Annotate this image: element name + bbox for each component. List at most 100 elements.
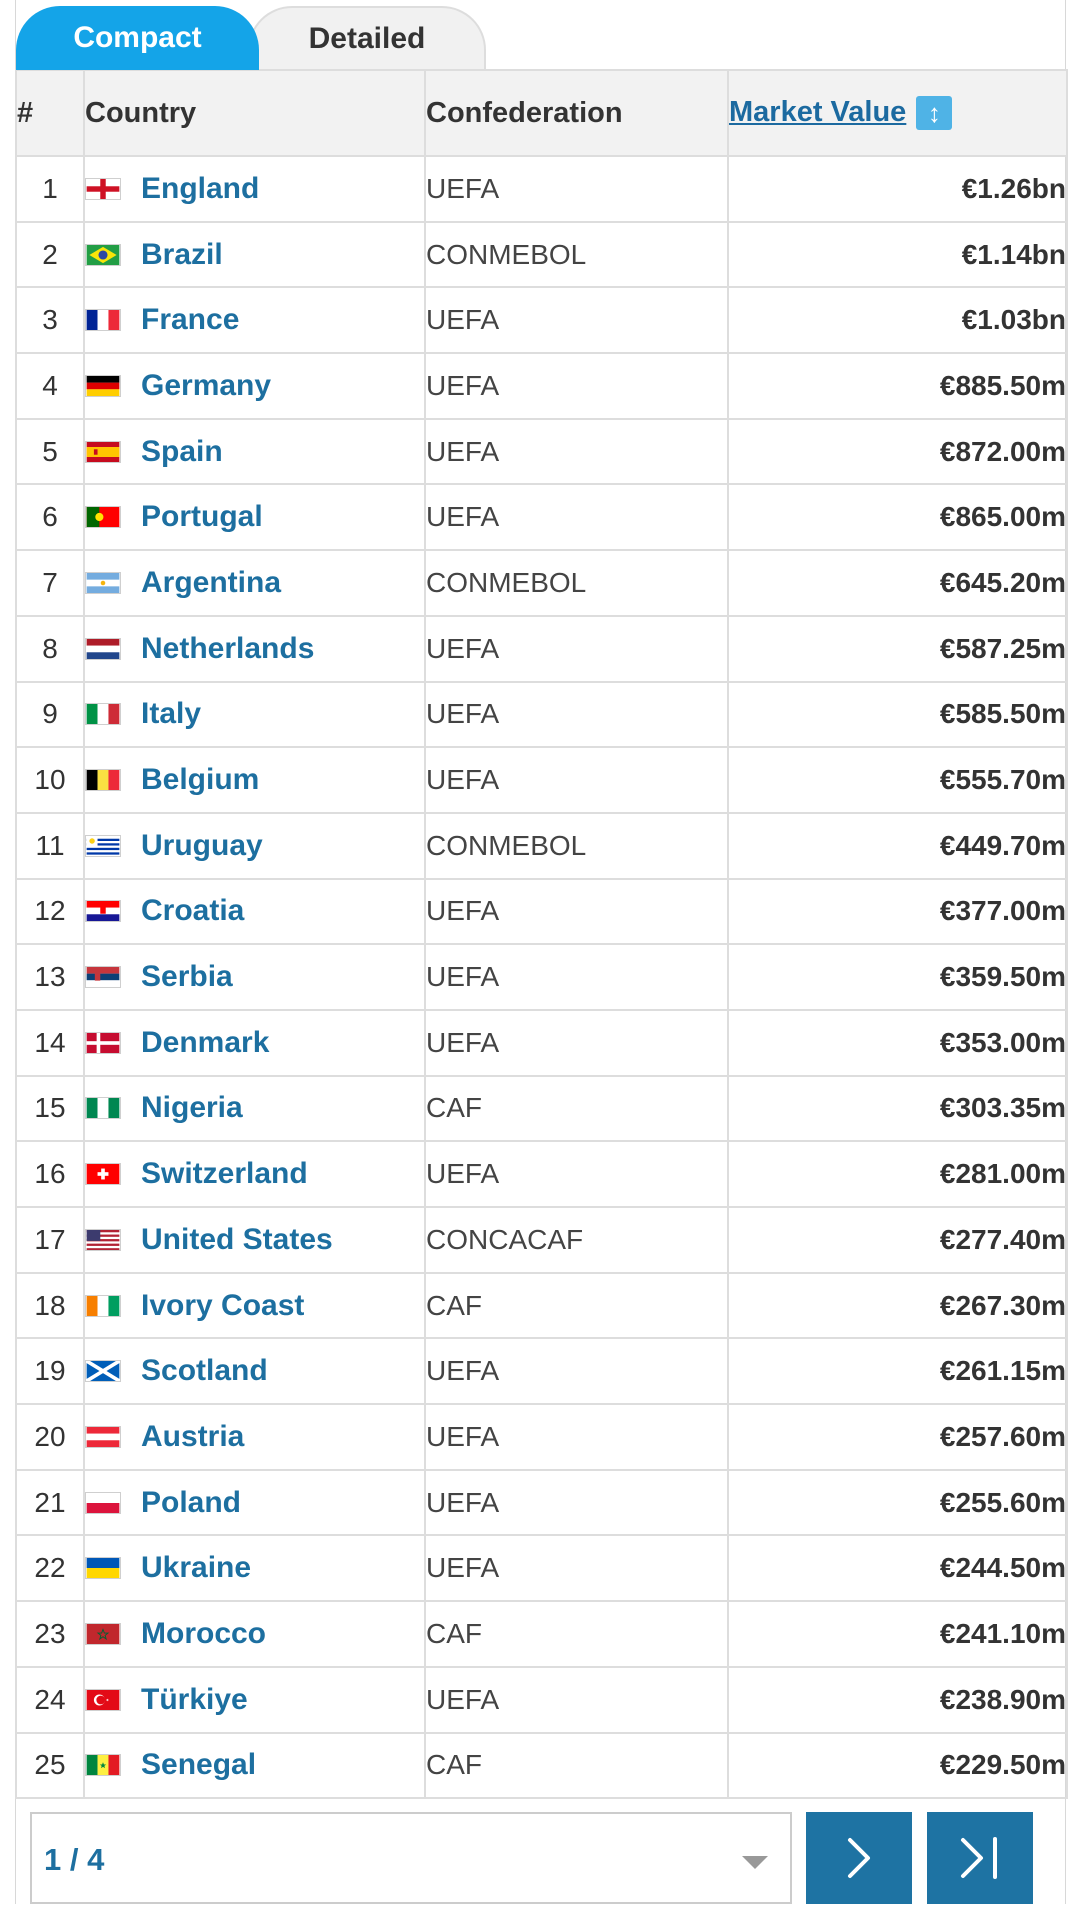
sort-icon[interactable]: ↕ [916,96,953,131]
confederation-cell: CAF [424,1731,729,1800]
last-page-button[interactable] [927,1812,1033,1904]
table-row: 16 Switzerland UEFA €281.00m [15,1140,1068,1208]
country-cell: United States [83,1206,426,1274]
germany-flag-icon [85,374,121,397]
confederation-cell: UEFA [424,1140,729,1208]
country-link[interactable]: Italy [141,697,202,731]
country-cell: Senegal [83,1731,426,1800]
country-link[interactable]: Morocco [141,1616,267,1650]
market-value-header: Market Value ↕ [727,69,1068,157]
confederation-cell: UEFA [424,614,729,683]
country-link[interactable]: Belgium [141,763,260,797]
country-cell: Belgium [83,746,426,814]
country-link[interactable]: Scotland [141,1354,268,1388]
market-value-cell: €587.25m [727,614,1068,683]
country-cell: France [83,286,426,355]
tab-compact[interactable]: Compact [16,6,259,70]
country-link[interactable]: Netherlands [141,631,315,665]
table-row: 3 France UEFA €1.03bn [15,286,1068,355]
market-value-cell: €645.20m [727,549,1068,617]
argentina-flag-icon [85,571,121,594]
country-link[interactable]: Senegal [141,1748,257,1782]
rank-cell: 3 [15,286,85,355]
table-row: 4 Germany UEFA €885.50m [15,352,1068,420]
country-link[interactable]: United States [141,1222,333,1256]
country-link[interactable]: Germany [141,368,272,402]
confederation-cell: CONCACAF [424,1206,729,1274]
rank-cell: 4 [15,352,85,420]
country-link[interactable]: Croatia [141,894,245,928]
market-value-cell: €303.35m [727,1074,1068,1143]
market-value-cell: €229.50m [727,1731,1068,1800]
country-cell: Uruguay [83,811,426,880]
rank-cell: 9 [15,680,85,749]
market-value-cell: €353.00m [727,1008,1068,1077]
country-link[interactable]: Nigeria [141,1091,243,1125]
country-link[interactable]: Portugal [141,500,263,534]
rank-cell: 7 [15,549,85,617]
rank-cell: 19 [15,1337,85,1406]
market-value-table: # Country Confederation Market Value ↕ 1 E… [15,69,1068,1800]
market-value-cell: €241.10m [727,1600,1068,1668]
confederation-header: Confederation [424,69,729,157]
country-link[interactable]: Ukraine [141,1551,252,1585]
country-link[interactable]: Austria [141,1419,245,1453]
market-value-sort-link[interactable]: Market Value [729,95,907,128]
confederation-cell: UEFA [424,1337,729,1406]
tab-detailed[interactable]: Detailed [248,6,486,70]
market-value-cell: €277.40m [727,1206,1068,1274]
table-row: 2 Brazil CONMEBOL €1.14bn [15,220,1068,289]
next-page-button[interactable] [806,1812,912,1904]
country-cell: Poland [83,1468,426,1537]
country-link[interactable]: Türkiye [141,1682,248,1716]
table-row: 18 Ivory Coast CAF €267.30m [15,1271,1068,1340]
view-tabs: Detailed Compact [16,6,1066,70]
france-flag-icon [85,309,121,332]
country-link[interactable]: Poland [141,1485,242,1519]
uruguay-flag-icon [85,834,121,857]
table-row: 25 Senegal CAF €229.50m [15,1731,1068,1800]
country-cell: Scotland [83,1337,426,1406]
rank-cell: 5 [15,417,85,486]
austria-flag-icon [85,1425,121,1448]
table-row: 5 Spain UEFA €872.00m [15,417,1068,486]
rank-cell: 17 [15,1206,85,1274]
nigeria-flag-icon [85,1097,121,1120]
country-link[interactable]: Denmark [141,1025,270,1059]
caret-down-icon [742,1856,768,1869]
table-row: 21 Poland UEFA €255.60m [15,1468,1068,1537]
rank-cell: 2 [15,220,85,289]
market-value-cell: €555.70m [727,746,1068,814]
country-link[interactable]: Argentina [141,565,282,599]
usa-flag-icon [85,1228,121,1251]
page-select[interactable]: 1 / 4 [30,1812,792,1904]
country-link[interactable]: Uruguay [141,828,263,862]
table-row: 13 Serbia UEFA €359.50m [15,943,1068,1011]
croatia-flag-icon [85,900,121,923]
table-row: 8 Netherlands UEFA €587.25m [15,614,1068,683]
market-value-cell: €449.70m [727,811,1068,880]
pagination: 1 / 4 [30,1812,1050,1904]
country-cell: Ivory Coast [83,1271,426,1340]
confederation-cell: UEFA [424,1403,729,1471]
ukraine-flag-icon [85,1557,121,1580]
market-value-cell: €872.00m [727,417,1068,486]
confederation-cell: UEFA [424,877,729,946]
table-row: 23 Morocco CAF €241.10m [15,1600,1068,1668]
country-link[interactable]: Switzerland [141,1157,308,1191]
chevron-right-icon [848,1838,870,1878]
table-row: 12 Croatia UEFA €377.00m [15,877,1068,946]
country-link[interactable]: Spain [141,434,223,468]
switzerland-flag-icon [85,1163,121,1186]
country-link[interactable]: France [141,303,240,337]
confederation-cell: UEFA [424,1008,729,1077]
country-link[interactable]: Brazil [141,237,223,271]
country-link[interactable]: England [141,171,260,205]
table-row: 17 United States CONCACAF €277.40m [15,1206,1068,1274]
country-link[interactable]: Serbia [141,960,233,994]
market-value-cell: €267.30m [727,1271,1068,1340]
confederation-cell: UEFA [424,680,729,749]
senegal-flag-icon [85,1754,121,1777]
market-value-cell: €261.15m [727,1337,1068,1406]
country-link[interactable]: Ivory Coast [141,1288,305,1322]
